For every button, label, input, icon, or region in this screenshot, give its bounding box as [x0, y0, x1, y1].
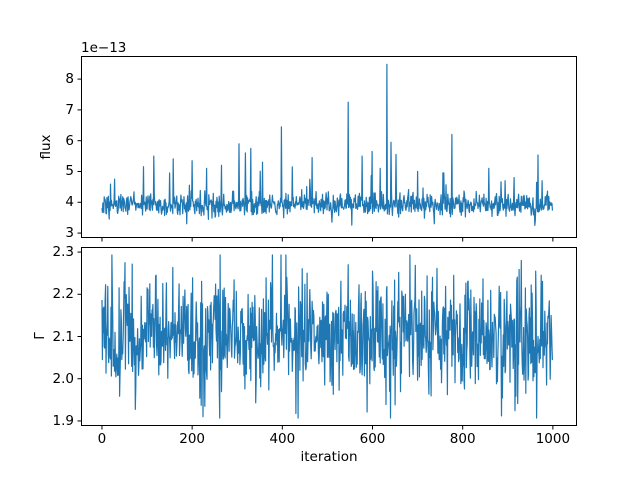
x-tick-label: 200 [179, 431, 206, 447]
axes-frame [81, 56, 577, 238]
x-tick-label: 800 [449, 431, 476, 447]
y-tick-label: 5 [65, 163, 74, 180]
subplot-flux [77, 56, 577, 242]
y-tick-label: 6 [65, 132, 74, 149]
y-tick-label: 8 [65, 71, 74, 88]
y-tick-label: 4 [65, 194, 74, 211]
axes-frame [81, 247, 577, 426]
subplot-gamma [77, 247, 577, 430]
y-tick-label: 2.2 [52, 286, 74, 303]
x-tick-label: 1000 [535, 431, 571, 447]
x-tick-label: 400 [269, 431, 296, 447]
flux-line-chart [77, 56, 577, 242]
x-tick-label: 600 [359, 431, 386, 447]
y-tick-label: 3 [65, 225, 74, 242]
data-line [101, 63, 553, 226]
y-tick-label: 2.1 [52, 328, 74, 345]
x-tick-label: 0 [97, 431, 107, 447]
y-axis-offset-text: 1e−13 [81, 40, 127, 56]
data-line [101, 254, 553, 419]
x-axis-label: iteration [300, 449, 358, 465]
y-tick-label: 1.9 [52, 412, 74, 429]
y-tick-label: 2.0 [52, 370, 74, 387]
y-tick-label: 7 [65, 101, 74, 118]
y-tick-label: 2.3 [52, 244, 74, 261]
gamma-line-chart [77, 247, 577, 430]
